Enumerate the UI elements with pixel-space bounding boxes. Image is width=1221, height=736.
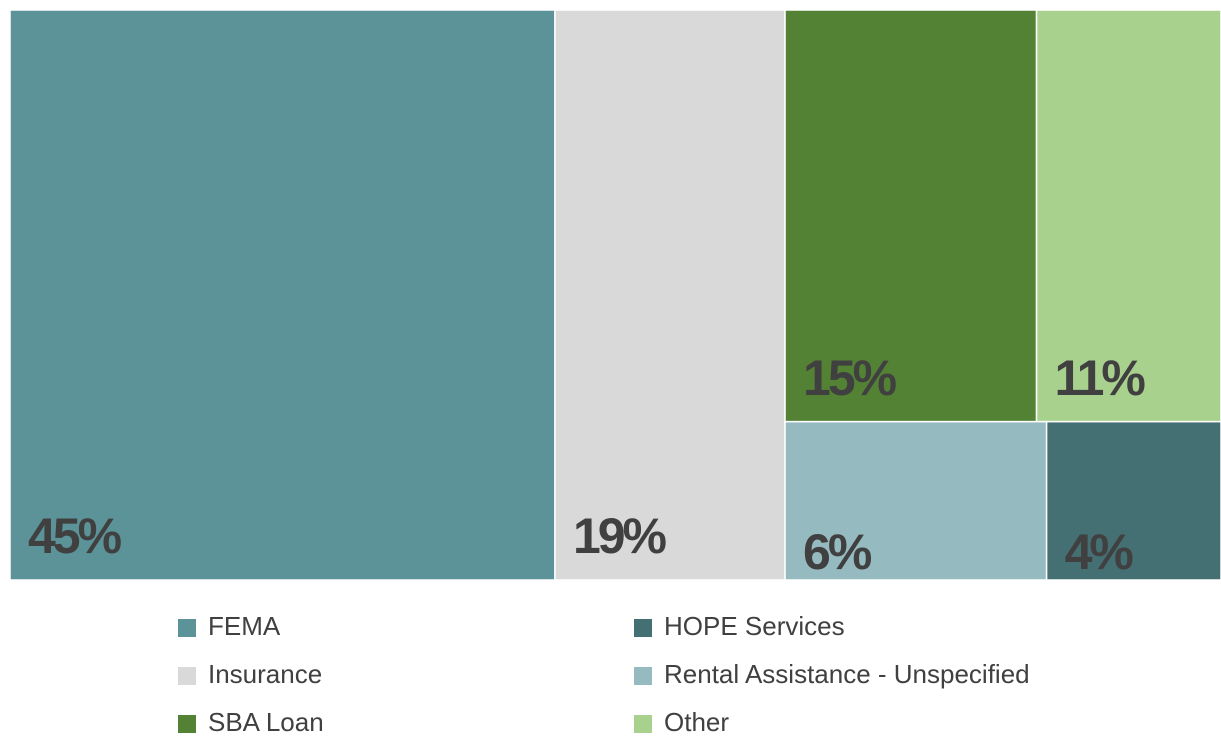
legend-label: SBA Loan: [208, 707, 324, 736]
legend-swatch: [178, 715, 196, 733]
legend-swatch: [634, 715, 652, 733]
legend-label: FEMA: [208, 611, 281, 641]
data-label: 4%: [1065, 524, 1134, 580]
treemap-cell: [784, 9, 1038, 423]
legend-label: HOPE Services: [664, 611, 845, 641]
legend-swatch: [178, 667, 196, 685]
data-label: 11%: [1055, 350, 1146, 406]
legend-swatch: [634, 667, 652, 685]
treemap-cell: [1045, 420, 1221, 581]
treemap-cell: [9, 9, 556, 581]
legend-swatch: [178, 619, 196, 637]
legend-label: Insurance: [208, 659, 322, 689]
data-label: 15%: [803, 350, 897, 406]
legend-swatch: [634, 619, 652, 637]
treemap-cell: [784, 420, 1048, 581]
treemap-cell: [1035, 9, 1221, 423]
data-label: 19%: [573, 508, 667, 564]
data-label: 45%: [28, 508, 122, 564]
data-label: 6%: [803, 524, 872, 580]
legend-label: Other: [664, 707, 729, 736]
treemap-cell: [554, 9, 786, 581]
legend-label: Rental Assistance - Unspecified: [664, 659, 1030, 689]
